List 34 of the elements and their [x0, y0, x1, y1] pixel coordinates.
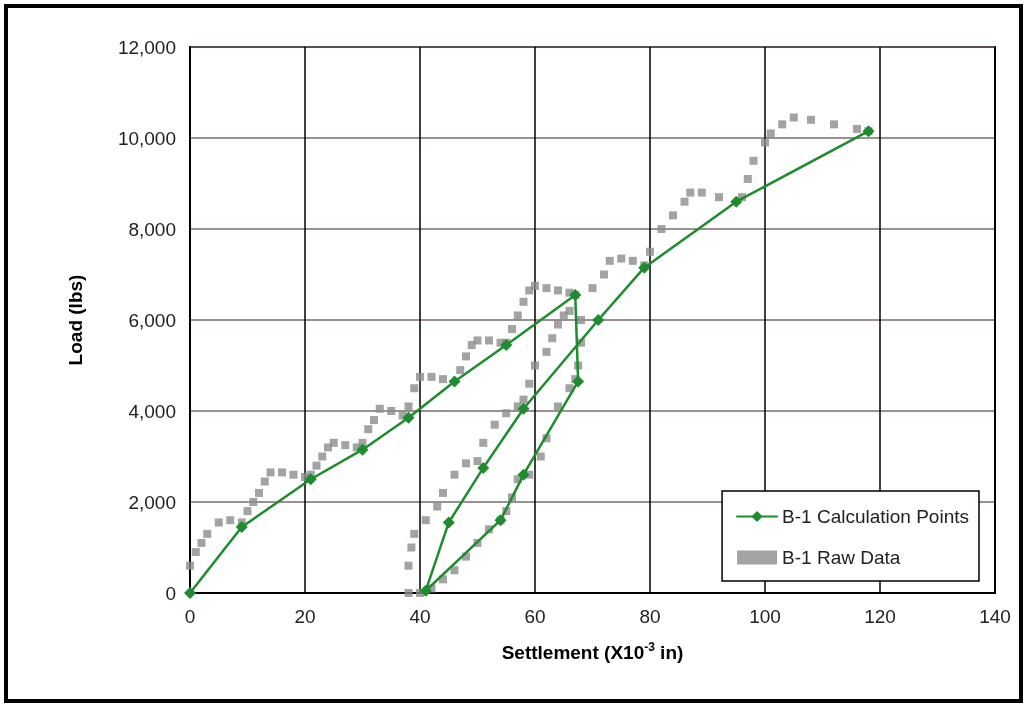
y-tick-label: 12,000 — [117, 36, 176, 58]
point — [638, 261, 651, 274]
point — [572, 375, 585, 388]
point — [500, 339, 513, 352]
point — [184, 587, 196, 599]
y-tick-label: 6,000 — [128, 309, 176, 331]
point — [402, 411, 415, 424]
point — [304, 473, 317, 486]
point — [356, 443, 369, 456]
point — [517, 402, 530, 415]
x-tick-label: 140 — [979, 606, 1011, 627]
point — [442, 516, 455, 529]
point — [517, 468, 530, 481]
legend-label: B-1 Calculation Points — [782, 506, 970, 527]
point — [419, 584, 432, 597]
x-tick-label: 100 — [749, 606, 781, 627]
x-tick-label: 80 — [639, 606, 661, 627]
x-tick-label: 120 — [864, 606, 896, 627]
x-tick-label: 0 — [184, 606, 196, 627]
point — [448, 375, 461, 388]
y-tick-label: 0 — [165, 582, 176, 604]
point — [477, 461, 490, 474]
x-tick-label: 60 — [524, 606, 546, 627]
legend-label: B-1 Raw Data — [782, 547, 901, 568]
point — [730, 195, 743, 208]
x-tick-label: 20 — [294, 606, 316, 627]
y-tick-label: 10,000 — [117, 127, 176, 149]
y-tick-label: 4,000 — [128, 400, 176, 422]
x-tick-label: 40 — [409, 606, 431, 627]
point — [592, 314, 605, 326]
y-tick-label: 8,000 — [128, 218, 176, 240]
y-tick-label: 2,000 — [128, 491, 176, 513]
y-axis-title: Load (lbs) — [65, 274, 86, 366]
point — [235, 521, 248, 534]
